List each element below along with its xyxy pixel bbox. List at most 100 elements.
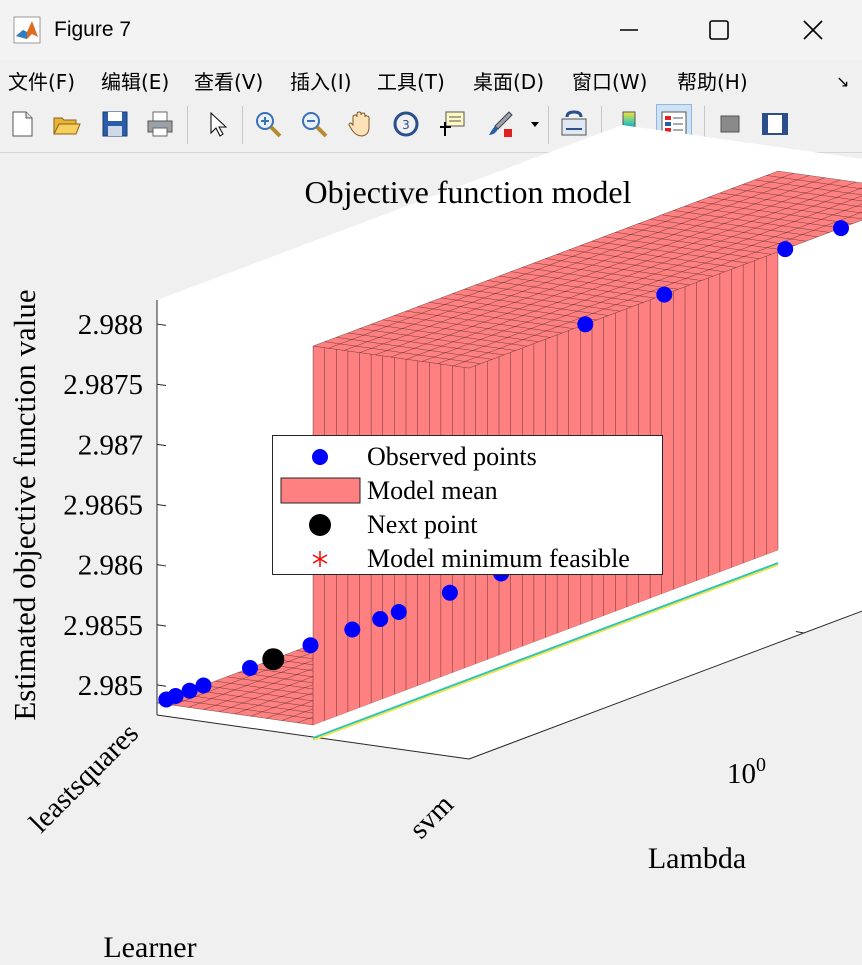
z-tick — [156, 503, 167, 507]
new-figure-icon — [12, 111, 33, 137]
y-tick — [795, 631, 804, 634]
mesh-line — [344, 175, 810, 351]
y-tick-exponent: 0 — [756, 754, 766, 776]
legend-label: Model mean — [367, 476, 498, 505]
y-axis-line — [468, 610, 862, 760]
zoom-in-icon — [256, 112, 282, 138]
observed-point — [302, 637, 319, 654]
z-tick — [156, 684, 167, 687]
menu-insert[interactable]: 插入(I) — [290, 70, 352, 94]
z-tick-label: 2.986 — [78, 550, 143, 582]
observed-point — [777, 241, 794, 258]
y-tick-base: 10 — [727, 758, 756, 790]
menu-desktop[interactable]: 桌面(D) — [473, 70, 545, 94]
observed-point — [833, 220, 849, 237]
mesh-line — [328, 173, 794, 349]
contour-line — [312, 562, 779, 739]
next-point — [262, 648, 285, 671]
z-tick-label: 2.9855 — [63, 610, 143, 642]
maximize-icon — [709, 20, 729, 40]
print-icon — [147, 111, 173, 137]
new-figure-button[interactable] — [4, 104, 40, 144]
z-tick — [156, 624, 167, 627]
link-plot-button[interactable] — [556, 104, 592, 144]
legend-entry-next-point: Next point — [273, 508, 662, 542]
zoom-out-icon — [302, 112, 328, 138]
data-cursor-button[interactable] — [434, 104, 470, 144]
z-tick — [156, 564, 167, 567]
observed-point — [441, 584, 458, 601]
rotate-3d-button[interactable]: 3 — [388, 104, 424, 144]
menu-tools[interactable]: 工具(T) — [377, 70, 445, 94]
model-mean-swatch-icon — [280, 477, 361, 504]
open-file-icon — [53, 117, 81, 135]
show-plot-tools-button[interactable] — [757, 104, 793, 144]
hide-plot-tools-icon — [720, 115, 740, 133]
toolbar-separator — [704, 106, 705, 144]
maximize-button[interactable] — [694, 10, 744, 50]
legend-entry-observed: Observed points — [273, 440, 662, 474]
asterisk-marker-icon — [312, 551, 328, 567]
svg-text:3: 3 — [402, 118, 410, 132]
observed-point — [181, 682, 198, 699]
menu-edit[interactable]: 编辑(E) — [101, 70, 170, 94]
observed-point — [372, 611, 389, 627]
z-axis-label: Estimated objective function value — [7, 289, 42, 720]
next-point-marker-icon — [309, 514, 331, 536]
menu-view[interactable]: 查看(V) — [194, 70, 264, 94]
axis-ticks: 2.985 2.9855 2.986 2.9865 2.987 2.9875 2.988 — [63, 309, 804, 702]
pan-button[interactable] — [342, 104, 378, 144]
legend-label: Model minimum feasible — [367, 544, 630, 573]
menu-help[interactable]: 帮助(H) — [677, 70, 748, 94]
z-tick-label: 2.9875 — [63, 369, 143, 401]
x-tick-label: leastsquares — [23, 717, 145, 839]
minimize-button[interactable] — [604, 10, 654, 50]
brush-button[interactable] — [482, 104, 518, 144]
mesh-line — [312, 170, 779, 347]
menu-bar: 文件(F) 编辑(E) 查看(V) 插入(I) 工具(T) 桌面(D) 窗口(W… — [0, 60, 862, 98]
pan-icon — [348, 111, 370, 137]
print-button[interactable] — [142, 104, 178, 144]
mesh-line — [359, 177, 825, 353]
close-button[interactable] — [788, 10, 838, 50]
y-tick-label: 100 — [727, 754, 766, 790]
minimize-icon — [620, 29, 638, 31]
observed-point — [344, 621, 361, 638]
window-titlebar: Figure 7 — [0, 0, 862, 60]
open-file-button[interactable] — [48, 104, 84, 144]
pointer-button[interactable] — [199, 104, 235, 144]
brush-dropdown-button[interactable] — [526, 104, 544, 144]
observed-point — [242, 660, 258, 676]
mesh-line — [390, 181, 857, 358]
pointer-icon — [210, 111, 228, 137]
chevron-down-icon — [531, 122, 539, 127]
brush-icon — [489, 111, 513, 137]
rotate-3d-icon: 3 — [393, 111, 419, 137]
menu-overflow-arrow-icon[interactable]: ↘ — [836, 74, 850, 91]
x-tick-label: svm — [403, 788, 460, 845]
mesh-line — [437, 203, 862, 364]
observed-point — [656, 286, 673, 303]
contour-line — [312, 564, 779, 741]
observed-point — [390, 604, 407, 620]
menu-file[interactable]: 文件(F) — [8, 70, 76, 94]
hide-plot-tools-button[interactable] — [712, 104, 748, 144]
observed-point-marker-icon — [312, 449, 328, 465]
toolbar-separator — [242, 106, 243, 144]
y-axis-label: Lambda — [648, 842, 746, 875]
save-button[interactable] — [97, 104, 133, 144]
z-tick-label: 2.985 — [78, 670, 143, 702]
mesh-line — [453, 211, 862, 367]
zoom-in-button[interactable] — [250, 104, 286, 144]
legend[interactable]: Observed points Model mean Next point Mo… — [272, 435, 663, 575]
mesh-line — [406, 187, 862, 360]
legend-label: Observed points — [367, 442, 537, 471]
menu-window[interactable]: 窗口(W) — [572, 70, 648, 94]
link-plot-icon — [561, 110, 587, 136]
window-title: Figure 7 — [54, 18, 132, 41]
legend-entry-model-minimum: Model minimum feasible — [273, 542, 662, 576]
save-icon — [102, 111, 128, 137]
z-tick — [156, 323, 167, 326]
zoom-out-button[interactable] — [296, 104, 332, 144]
legend-entry-model-mean: Model mean — [273, 474, 662, 508]
